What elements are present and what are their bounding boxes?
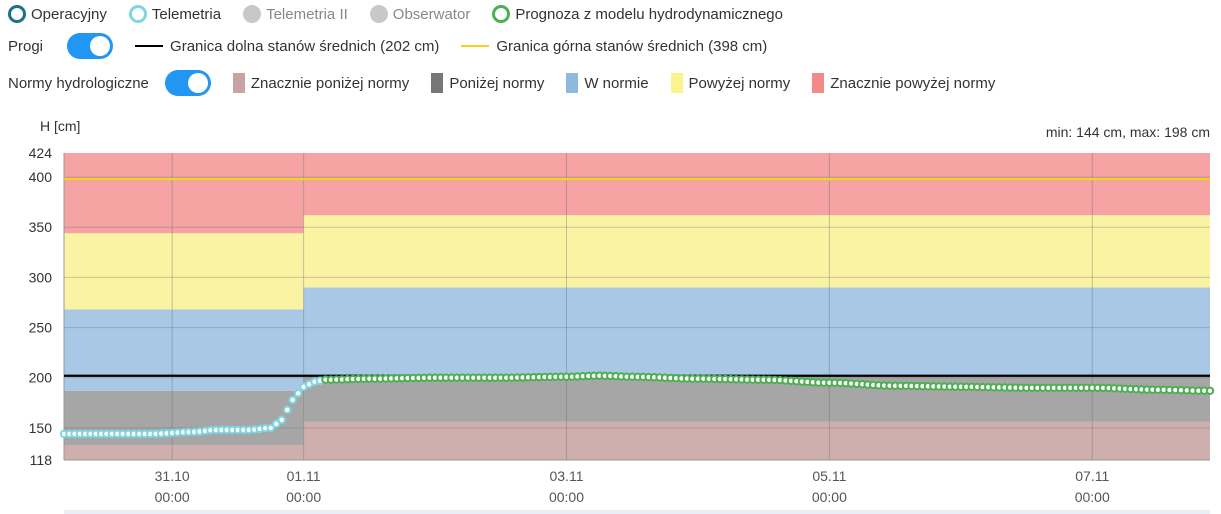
x-tick-date-label: 07.11: [1075, 468, 1109, 484]
norm-legend-item[interactable]: Powyżej normy: [670, 73, 791, 93]
range-scroll-strip: [64, 510, 1210, 514]
norm-legend-item[interactable]: Poniżej normy: [431, 73, 544, 93]
y-tick-label: 250: [29, 320, 53, 336]
threshold-upper-label: Granica górna stanów średnich (398 cm): [496, 37, 768, 55]
norm-legend-label: Poniżej normy: [449, 74, 545, 92]
toggle-knob: [187, 73, 208, 93]
series-legend-item[interactable]: Obserwator: [369, 5, 471, 23]
x-tick-date-label: 01.11: [287, 468, 321, 484]
thresholds-toggle[interactable]: [67, 33, 114, 59]
norm-swatch: [431, 73, 444, 93]
series-point: [293, 389, 303, 398]
series-marker-icon: [128, 5, 147, 23]
y-tick-label: 200: [29, 370, 53, 386]
band-above: [303, 215, 1211, 288]
series-legend-label: Obserwator: [392, 5, 471, 23]
series-marker-icon: [492, 5, 511, 23]
y-axis-label: H [cm]: [40, 118, 80, 134]
series-point: [277, 415, 286, 425]
norm-swatch: [812, 73, 825, 93]
x-tick-time-label: 00:00: [155, 489, 190, 505]
series-legend-label: Telemetria II: [266, 5, 348, 23]
series-legend-item[interactable]: Telemetria: [128, 5, 222, 23]
threshold-upper-legend[interactable]: Granica górna stanów średnich (398 cm): [461, 38, 767, 55]
series-marker-icon: [369, 5, 388, 23]
series-legend-label: Telemetria: [151, 5, 222, 23]
series-legend-item[interactable]: Prognoza z modelu hydrodynamicznego: [492, 5, 783, 23]
x-tick-date-label: 05.11: [812, 468, 846, 484]
band-significantly-above: [303, 153, 1211, 216]
series-marker-icon: [243, 5, 262, 23]
norms-toggle[interactable]: [164, 70, 211, 96]
x-tick-date-label: 03.11: [549, 468, 583, 484]
y-tick-label: 300: [29, 269, 53, 285]
norm-legend-item[interactable]: Znacznie powyżej normy: [812, 73, 995, 93]
series-point: [288, 395, 297, 405]
series-legend-item[interactable]: Telemetria II: [243, 5, 348, 23]
norms-row: Normy hydrologiczne Znacznie poniżej nor…: [8, 70, 1017, 96]
series-legend: Operacyjny Telemetria Telemetria II Obserwa…: [8, 4, 805, 24]
norm-legend-label: Powyżej normy: [688, 74, 791, 92]
y-tick-label: 150: [29, 420, 53, 436]
series-point: [272, 419, 281, 429]
threshold-lower-label: Granica dolna stanów średnich (202 cm): [170, 37, 440, 55]
band-significantly-above: [64, 153, 304, 234]
band-significantly-below: [303, 421, 1211, 460]
norm-legend-item[interactable]: W normie: [566, 73, 649, 93]
series-legend-label: Prognoza z modelu hydrodynamicznego: [515, 5, 783, 23]
norm-legend-label: W normie: [584, 74, 649, 92]
series-point: [282, 405, 292, 415]
thresholds-toggle-label: Progi: [8, 37, 44, 55]
band-normal: [64, 309, 304, 391]
toggle-knob: [90, 36, 111, 56]
y-tick-label: 118: [30, 452, 53, 468]
x-tick-date-label: 31.10: [155, 468, 190, 484]
series-legend-label: Operacyjny: [31, 5, 107, 23]
x-tick-time-label: 00:00: [549, 489, 584, 505]
series-point: [266, 423, 275, 433]
min-max-summary: min: 144 cm, max: 198 cm: [1046, 124, 1210, 140]
y-tick-label: 350: [29, 219, 53, 235]
x-tick-time-label: 00:00: [1075, 489, 1110, 505]
y-tick-label: 400: [29, 169, 53, 185]
threshold-lower-swatch: [135, 45, 164, 47]
series-point: [1205, 386, 1215, 395]
norm-legend-label: Znacznie poniżej normy: [250, 74, 410, 92]
threshold-upper-swatch: [461, 45, 490, 47]
band-above: [64, 233, 304, 310]
norm-swatch: [566, 73, 579, 93]
norm-legend-label: Znacznie powyżej normy: [830, 74, 996, 92]
y-tick-label: 424: [29, 145, 53, 161]
norm-legend: Znacznie poniżej normy Poniżej normy W nor…: [232, 73, 1017, 93]
series-marker-icon: [8, 5, 26, 23]
threshold-lower-legend[interactable]: Granica dolna stanów średnich (202 cm): [135, 38, 439, 55]
norm-swatch: [232, 73, 245, 93]
norm-legend-item[interactable]: Znacznie poniżej normy: [232, 73, 410, 93]
thresholds-row: Progi Granica dolna stanów średnich (202…: [8, 33, 789, 59]
norm-swatch: [670, 73, 683, 93]
series-legend-item[interactable]: Operacyjny: [8, 5, 107, 23]
x-tick-time-label: 00:00: [286, 489, 321, 505]
norms-toggle-label: Normy hydrologiczne: [8, 74, 149, 92]
x-tick-time-label: 00:00: [812, 489, 847, 505]
band-significantly-below: [64, 444, 304, 460]
water-level-chart: 118 150 200 250 300 350 400 424 H [cm] min: 144 c…: [29, 118, 1215, 514]
band-normal: [303, 287, 1211, 376]
